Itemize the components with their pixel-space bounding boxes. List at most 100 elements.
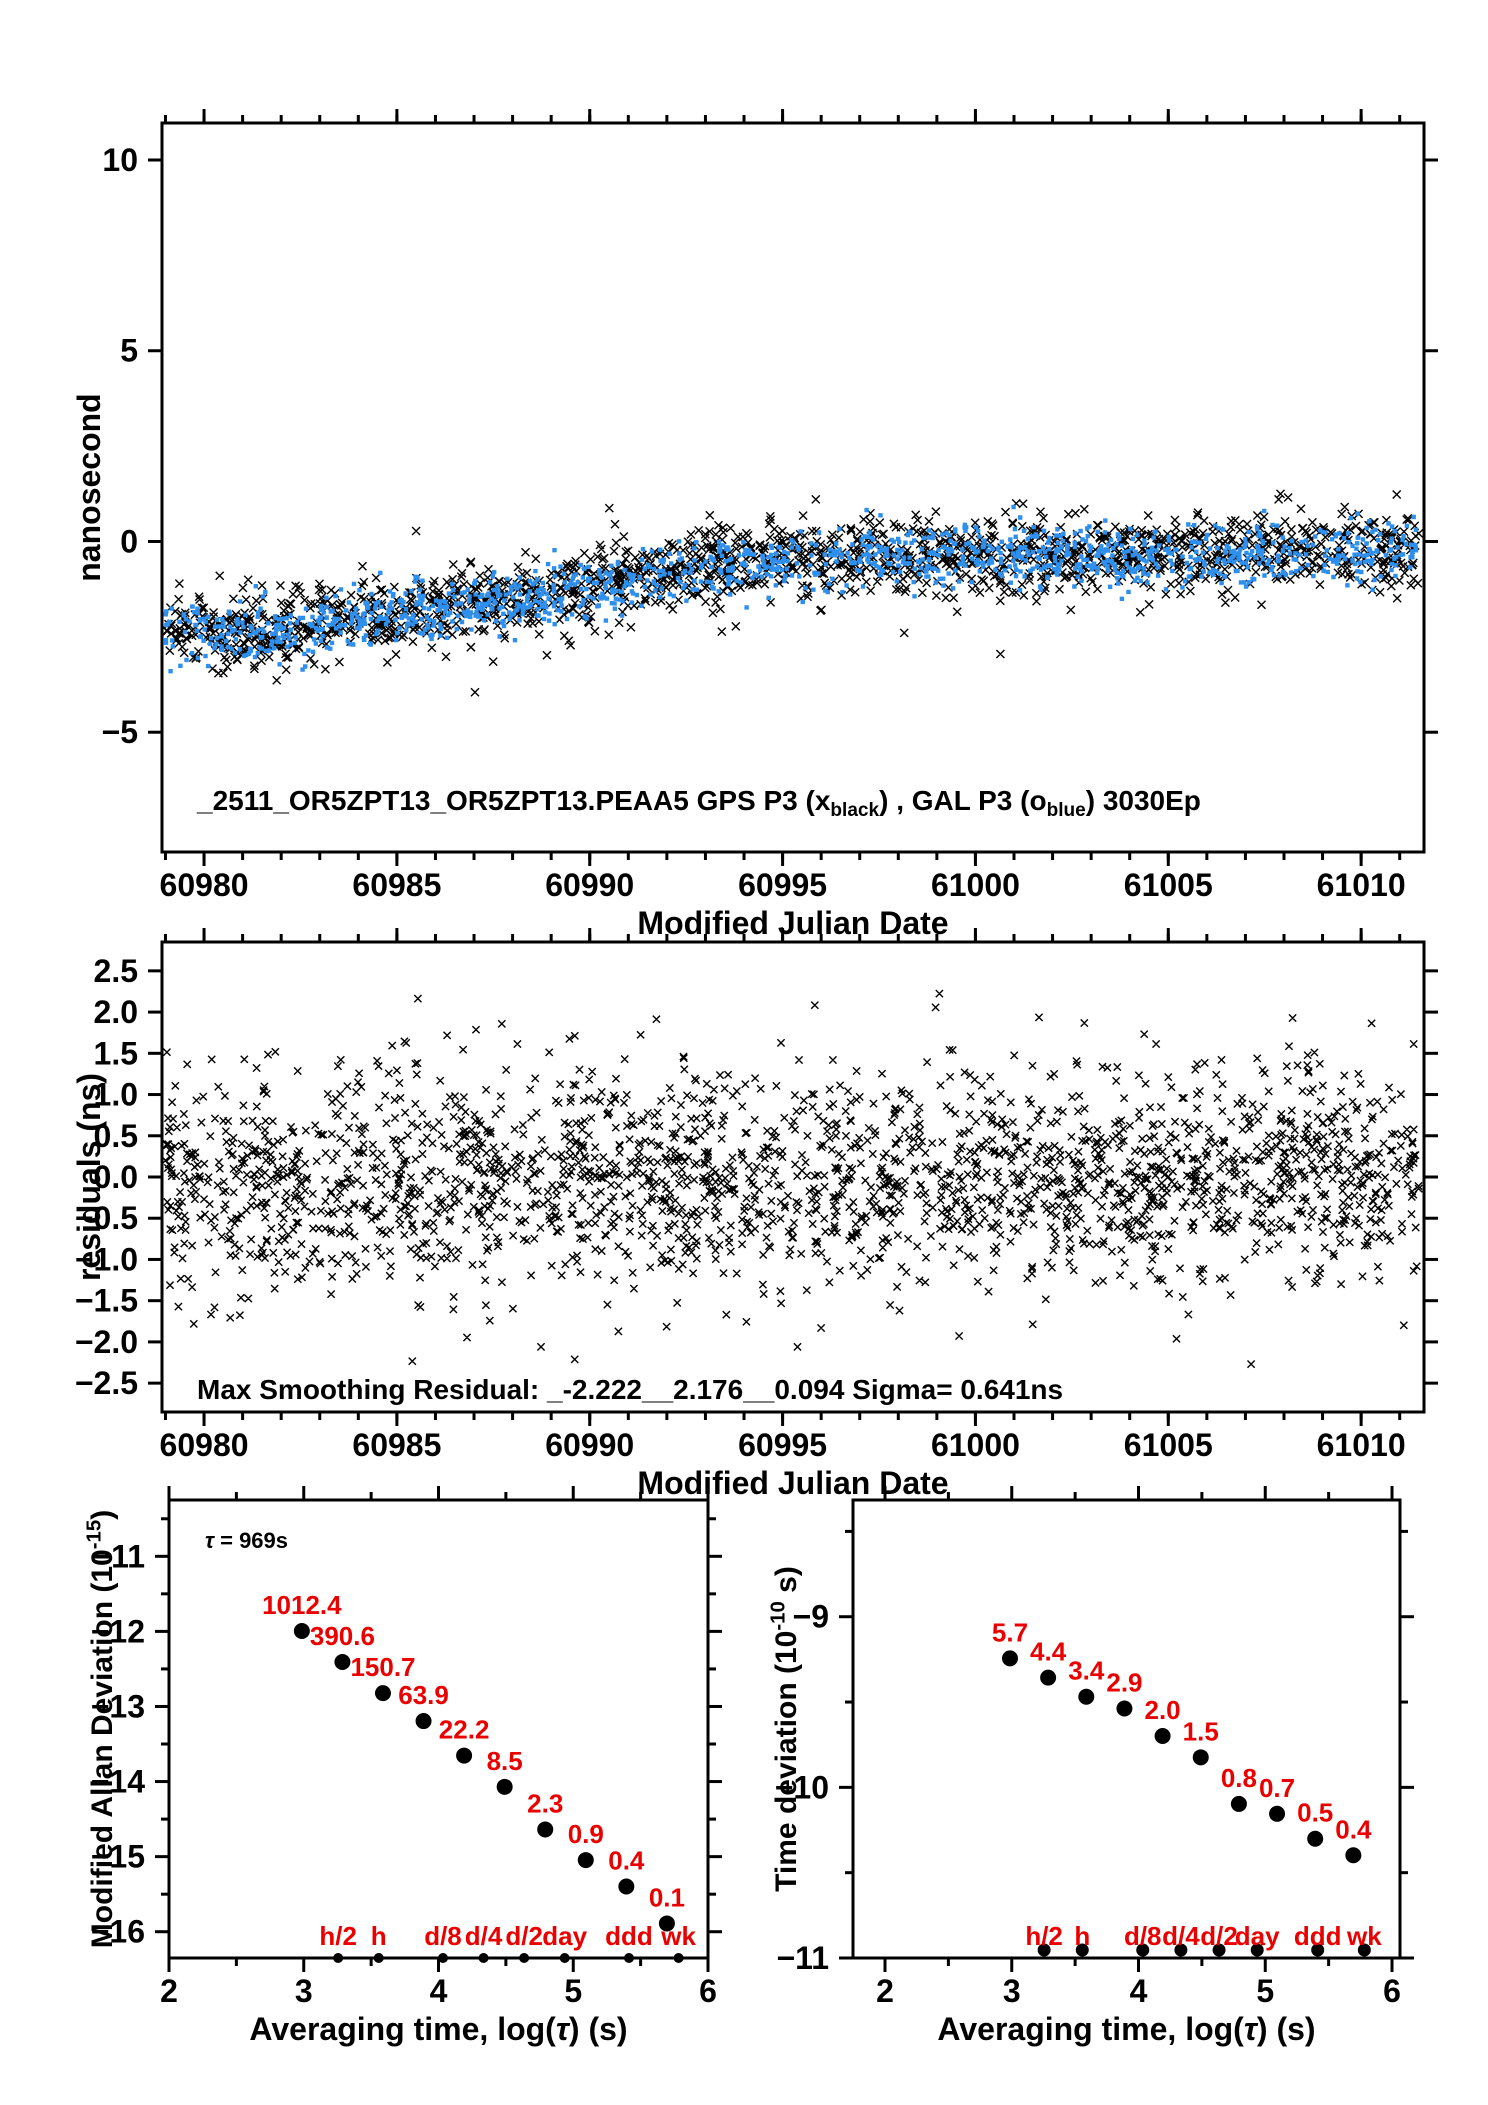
ref-marker-dot xyxy=(1250,1943,1264,1957)
y-tick-label: −9 xyxy=(793,1599,829,1635)
point-value-label: 150.7 xyxy=(350,1652,415,1682)
ref-marker-dot xyxy=(373,1953,384,1963)
x-tick-label: 2 xyxy=(160,1973,178,2009)
ref-marker-label: day xyxy=(542,1921,587,1951)
panel-annotation: Max Smoothing Residual: _-2.222__2.176__… xyxy=(197,1374,1063,1405)
data-point xyxy=(415,1713,432,1730)
ref-marker-label: d/4 xyxy=(1162,1921,1200,1951)
ref-marker-dot xyxy=(333,1953,344,1963)
gps-p3-series xyxy=(162,489,1424,697)
point-value-label: 8.5 xyxy=(487,1746,523,1776)
ref-marker-dot xyxy=(478,1953,489,1963)
y-tick-label: −14 xyxy=(91,1764,145,1800)
y-tick-label: 0.0 xyxy=(94,1159,138,1195)
data-point xyxy=(1040,1669,1057,1686)
x-tick-label: 61000 xyxy=(931,1427,1020,1463)
point-value-label: 22.2 xyxy=(439,1715,490,1745)
data-point xyxy=(618,1878,635,1895)
data-point xyxy=(1001,1650,1018,1667)
y-tick-label: −11 xyxy=(776,1940,829,1976)
data-point xyxy=(1269,1805,1286,1822)
point-value-label: 2.3 xyxy=(527,1788,563,1818)
ref-marker-dot xyxy=(1174,1943,1188,1957)
data-point xyxy=(1154,1727,1171,1744)
ref-marker-label: wk xyxy=(660,1921,696,1951)
data-point xyxy=(658,1915,675,1932)
y-axis-label: nanosecond xyxy=(71,393,107,581)
ref-marker-dot xyxy=(1037,1943,1051,1957)
ref-marker-label: day xyxy=(1235,1921,1280,1951)
x-tick-label: 60985 xyxy=(352,1427,441,1463)
ref-marker-dot xyxy=(673,1953,684,1963)
point-value-label: 390.6 xyxy=(310,1621,375,1651)
x-tick-label: 60995 xyxy=(738,1427,827,1463)
axis-ticks xyxy=(148,109,1438,866)
gal-p3-series xyxy=(163,504,1419,674)
ref-marker-label: h xyxy=(371,1921,387,1951)
ref-marker-label: wk xyxy=(1346,1921,1382,1951)
data-point xyxy=(1192,1749,1209,1766)
ref-marker-label: ddd xyxy=(605,1921,653,1951)
x-tick-label: 60985 xyxy=(352,867,441,903)
panel-annotation: τ = 969s xyxy=(205,1528,288,1553)
ref-marker-label: d/2 xyxy=(1200,1921,1238,1951)
residuals-panel: 60980 60985 60990 60995 61000 61005 61010 2.5 2.… xyxy=(71,928,1438,1501)
mdev-panel: 2 3 4 5 6 −11 −12 −13 −14 −15 −16 Averaging time, l… xyxy=(84,1486,722,2047)
x-axis-label: Averaging time, log(τ) (s) xyxy=(249,2011,627,2047)
y-tick-label: 10 xyxy=(102,142,138,178)
data-point xyxy=(293,1623,310,1640)
ref-marker-label: h xyxy=(1074,1921,1090,1951)
ref-marker-dot xyxy=(1136,1943,1150,1957)
y-tick-label: −16 xyxy=(91,1914,145,1950)
y-axis-label: residuals (ns) xyxy=(71,1073,107,1281)
data-point xyxy=(1078,1688,1095,1705)
point-value-label: 3.4 xyxy=(1068,1656,1105,1686)
y-tick-label: −13 xyxy=(91,1688,145,1724)
point-value-label: 2.9 xyxy=(1106,1668,1142,1698)
y-tick-label: −2.0 xyxy=(75,1324,138,1360)
x-tick-label: 61010 xyxy=(1317,867,1406,903)
y-axis-label: Modified Allan Deviation (10-15) xyxy=(84,1510,119,1948)
data-point xyxy=(577,1852,594,1869)
ref-marker-label: d/2 xyxy=(505,1921,543,1951)
y-tick-label: −0.5 xyxy=(75,1200,138,1236)
x-tick-label: 61005 xyxy=(1124,867,1213,903)
axis-ticks xyxy=(839,1486,1414,1972)
ref-marker-dot xyxy=(438,1953,449,1963)
y-tick-label: 2.0 xyxy=(94,994,138,1030)
y-tick-label: 1.5 xyxy=(94,1035,138,1071)
point-value-label: 0.8 xyxy=(1221,1763,1257,1793)
data-point xyxy=(1307,1830,1324,1847)
x-tick-label: 4 xyxy=(430,1973,448,2009)
y-tick-label: −15 xyxy=(91,1839,145,1875)
y-tick-label: −12 xyxy=(91,1613,145,1649)
y-tick-label: 2.5 xyxy=(94,953,138,989)
y-tick-label: −10 xyxy=(775,1769,829,1805)
data-point xyxy=(1230,1795,1247,1812)
data-point xyxy=(374,1685,391,1702)
point-value-label: 0.1 xyxy=(649,1882,685,1912)
plot-frame xyxy=(851,1498,1402,1960)
x-tick-label: 2 xyxy=(876,1973,894,2009)
ref-marker-dot xyxy=(1357,1943,1371,1957)
x-tick-label: 6 xyxy=(1383,1973,1401,2009)
point-value-label: 0.9 xyxy=(568,1819,604,1849)
axis-ticks xyxy=(155,1486,722,1972)
point-value-label: 0.7 xyxy=(1259,1773,1295,1803)
point-value-label: 0.4 xyxy=(1335,1814,1372,1844)
ref-marker-label: d/8 xyxy=(1124,1921,1162,1951)
x-tick-label: 61005 xyxy=(1124,1427,1213,1463)
x-axis-label: Modified Julian Date xyxy=(637,1465,948,1501)
data-point xyxy=(1116,1700,1133,1717)
tdev-panel: 2 3 4 5 6 −9 −10 −11 Averaging time, log(τ) (s) T… xyxy=(768,1486,1414,2047)
data-point xyxy=(334,1654,351,1671)
ref-marker-label: ddd xyxy=(1294,1921,1342,1951)
x-tick-label: 3 xyxy=(1003,1973,1021,2009)
y-tick-label: 0.5 xyxy=(94,1118,138,1154)
data-point xyxy=(1345,1847,1362,1864)
x-tick-label: 61000 xyxy=(931,867,1020,903)
